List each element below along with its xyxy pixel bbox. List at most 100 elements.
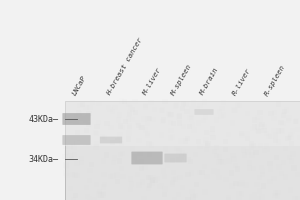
Point [191,101,196,104]
Point [118,133,122,136]
Point [76,113,81,116]
Point [116,197,121,200]
Point [64,163,69,166]
Point [177,121,182,125]
Point [190,190,194,193]
Point [127,168,132,171]
Point [252,181,257,184]
Point [201,119,206,122]
Point [283,147,288,150]
Point [143,129,148,132]
Point [286,166,291,170]
Point [73,194,78,197]
Point [185,158,190,161]
Point [146,142,151,145]
Point [200,171,204,174]
Point [127,113,132,116]
Point [211,136,215,139]
Point [128,177,133,181]
Point [145,122,150,125]
Point [205,144,210,147]
Point [294,120,299,123]
Point [245,137,250,140]
Point [143,104,148,107]
Point [126,137,131,141]
Point [238,183,242,186]
Point [217,110,222,113]
Point [102,183,107,186]
Point [168,136,173,140]
Point [285,144,290,147]
Point [262,149,267,152]
Text: H-breast cancer: H-breast cancer [106,37,144,97]
Point [145,134,150,137]
Point [105,122,110,125]
Point [235,167,240,171]
Point [281,161,286,164]
Point [159,109,164,112]
Point [160,120,165,123]
Point [295,169,300,172]
Point [172,152,177,155]
Point [278,158,283,161]
Point [264,132,269,135]
Point [78,104,82,107]
Point [81,192,85,195]
Point [169,129,173,132]
Point [217,160,221,164]
Point [93,131,98,134]
Point [237,197,242,200]
FancyBboxPatch shape [194,109,214,115]
Point [185,137,190,140]
Point [250,153,254,157]
Point [169,113,173,116]
Point [224,140,228,143]
Point [106,106,111,109]
Point [135,175,140,178]
Point [142,117,146,121]
Point [102,136,107,139]
Point [230,144,235,148]
Point [296,128,300,131]
Point [162,193,167,196]
Point [111,174,116,178]
Point [203,115,208,119]
Point [115,139,120,142]
Point [136,124,141,127]
Point [112,106,117,109]
Point [160,124,165,127]
Point [137,183,142,187]
Point [170,182,175,186]
Point [135,173,140,176]
Point [223,148,228,151]
Point [168,121,173,124]
Point [173,104,178,107]
Point [177,114,182,118]
Point [287,136,292,139]
Point [139,126,143,129]
Point [254,183,259,186]
Point [214,147,219,150]
Text: 34KDa—: 34KDa— [28,154,58,164]
Point [122,100,127,103]
Point [68,145,73,148]
Point [180,188,185,192]
Point [235,103,240,107]
Point [146,187,151,190]
Text: M-brain: M-brain [199,67,219,97]
Point [99,193,103,197]
Point [170,135,175,139]
Point [214,146,219,149]
Point [85,152,90,155]
Point [85,116,90,120]
Point [100,148,105,151]
Point [127,126,132,129]
Point [232,157,236,161]
Point [75,174,80,177]
Point [241,167,246,170]
Point [171,122,176,125]
Point [180,186,185,189]
Point [240,134,244,137]
FancyBboxPatch shape [100,137,122,143]
Point [279,168,284,171]
